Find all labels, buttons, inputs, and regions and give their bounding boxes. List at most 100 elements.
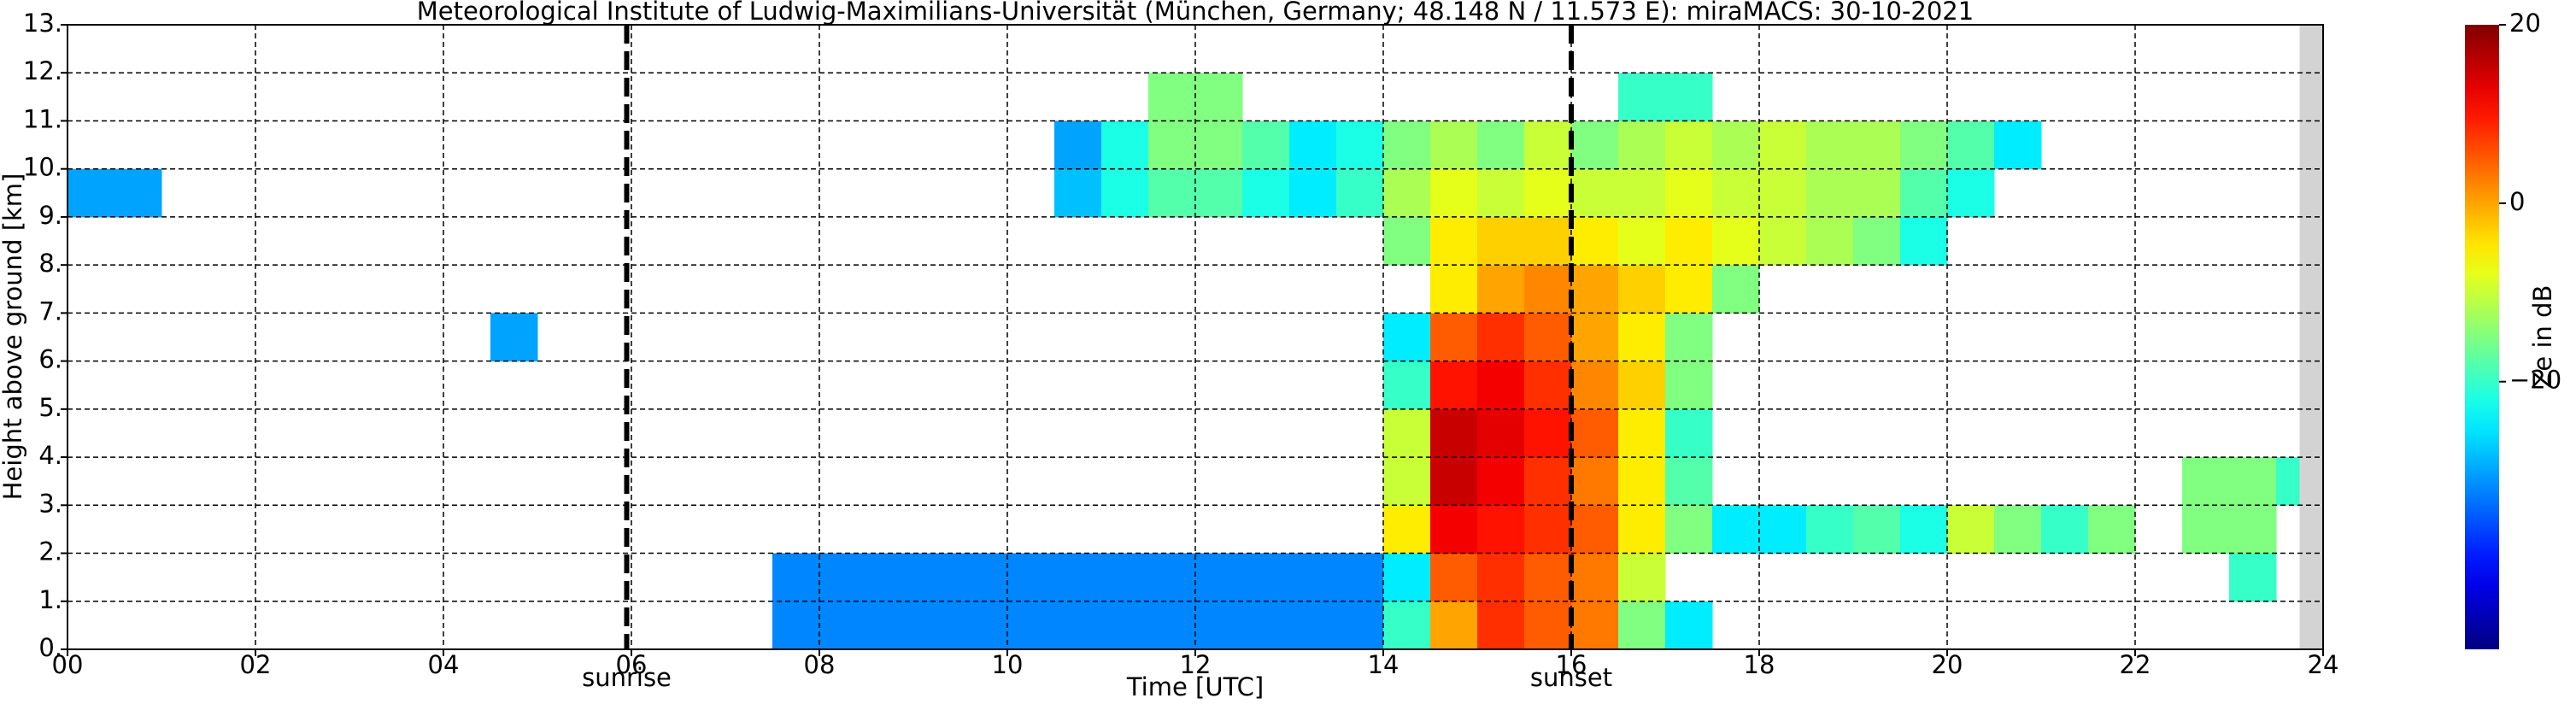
heatmap-cell [1947,120,1995,170]
heatmap-cell [1383,408,1431,458]
heatmap-cell [1383,553,1431,602]
heatmap-cell [1195,601,1243,650]
heatmap-cell [1571,505,1619,554]
heatmap-cell [1383,601,1431,650]
heatmap-cell [1195,120,1243,170]
heatmap-cell [1571,265,1619,314]
heatmap-cell [1665,73,1713,121]
heatmap-cell [1524,601,1572,650]
heatmap-cell [1712,265,1760,314]
heatmap-cell [1618,601,1666,650]
heatmap-cell [1195,553,1243,602]
heatmap-cell [1665,265,1713,314]
heatmap-cell [1242,553,1290,602]
heatmap-cell [1665,457,1713,506]
heatmap-cell [1289,601,1337,650]
heatmap-cell [1477,601,1525,650]
heatmap-cell [1524,553,1572,602]
heatmap-cell [1336,168,1384,218]
heatmap-cell [1289,168,1337,218]
heatmap-cell [1712,216,1760,266]
heatmap-cell [1242,601,1290,650]
heatmap-cell [1618,505,1666,554]
heatmap-cell [1618,73,1666,121]
y-tick-label: 6. [38,345,62,374]
y-tick-label: 3. [38,489,62,518]
heatmap-cell [1383,361,1431,410]
heatmap-cell [1665,120,1713,170]
heatmap-cell [1101,553,1149,602]
x-tick-label: 02 [240,650,272,679]
heatmap-cell [1477,313,1525,362]
y-tick-label: 1. [38,585,62,614]
heatmap-cell [1430,601,1478,650]
heatmap-cell [1994,120,2042,170]
no-data-region [2299,25,2323,649]
heatmap-cell [1430,505,1478,554]
heatmap-cell [1430,553,1478,602]
heatmap-cell [1947,505,1995,554]
heatmap-cell [913,601,961,650]
heatmap-cell [1618,313,1666,362]
heatmap-cell [1430,457,1478,506]
heatmap-cell [1806,505,1854,554]
heatmap-cell [1665,168,1713,218]
heatmap-cell [67,168,115,218]
heatmap-cell [1994,505,2042,554]
heatmap-cell [2041,505,2089,554]
marker-label: sunset [1530,663,1612,692]
heatmap-cell [1900,120,1948,170]
heatmap-cell [1571,601,1619,650]
heatmap-cell [1900,216,1948,266]
heatmap-cell [1524,505,1572,554]
heatmap-cell [1477,216,1525,266]
heatmap-cell [1477,120,1525,170]
heatmap-cell [1524,120,1572,170]
heatmap-cell [1336,120,1384,170]
heatmap-cell [1524,168,1572,218]
x-tick-label: 08 [804,650,836,679]
heatmap-cell [1383,216,1431,266]
heatmap-cell [1853,505,1901,554]
heatmap-cell [1477,553,1525,602]
y-tick-label: 2. [38,537,62,566]
heatmap-cell [490,313,538,362]
heatmap-cell [819,553,867,602]
x-tick-label: 18 [1744,650,1775,679]
heatmap-cell [1148,120,1196,170]
marker-label: sunrise [582,663,672,692]
heatmap-cell [1430,361,1478,410]
heatmap-cell [114,168,162,218]
heatmap-cell [1242,168,1290,218]
heatmap-cell [1665,361,1713,410]
heatmap-cell [1007,553,1055,602]
heatmap-cell [1336,553,1384,602]
heatmap-cell [1571,120,1619,170]
heatmap-cell [1618,457,1666,506]
heatmap-cell [1618,120,1666,170]
heatmap-cell [1571,408,1619,458]
y-tick-label: 9. [38,201,62,230]
heatmap-cell [2182,505,2230,554]
chart-title: Meteorological Institute of Ludwig-Maxim… [417,0,1974,26]
heatmap-cell [1383,120,1431,170]
heatmap-cell [1054,601,1102,650]
x-tick-label: 12 [1180,650,1212,679]
x-tick-label: 00 [52,650,84,679]
y-tick-label: 13. [23,9,62,38]
heatmap-cell [1477,168,1525,218]
heatmap-cell [2088,505,2136,554]
heatmap-cell [1054,120,1102,170]
heatmap-cell [1054,168,1102,218]
x-axis-label: Time [UTC] [1126,672,1264,701]
heatmap-cell [1336,601,1384,650]
heatmap-cell [1571,457,1619,506]
heatmap-cell [1524,265,1572,314]
heatmap-cell [1853,168,1901,218]
colorbar-label: Ze in dB [2528,285,2557,389]
heatmap-cell [1665,408,1713,458]
y-tick-label: 0. [38,633,62,662]
heatmap-cell [1806,216,1854,266]
heatmap-cell [1524,457,1572,506]
heatmap-cell [1477,361,1525,410]
